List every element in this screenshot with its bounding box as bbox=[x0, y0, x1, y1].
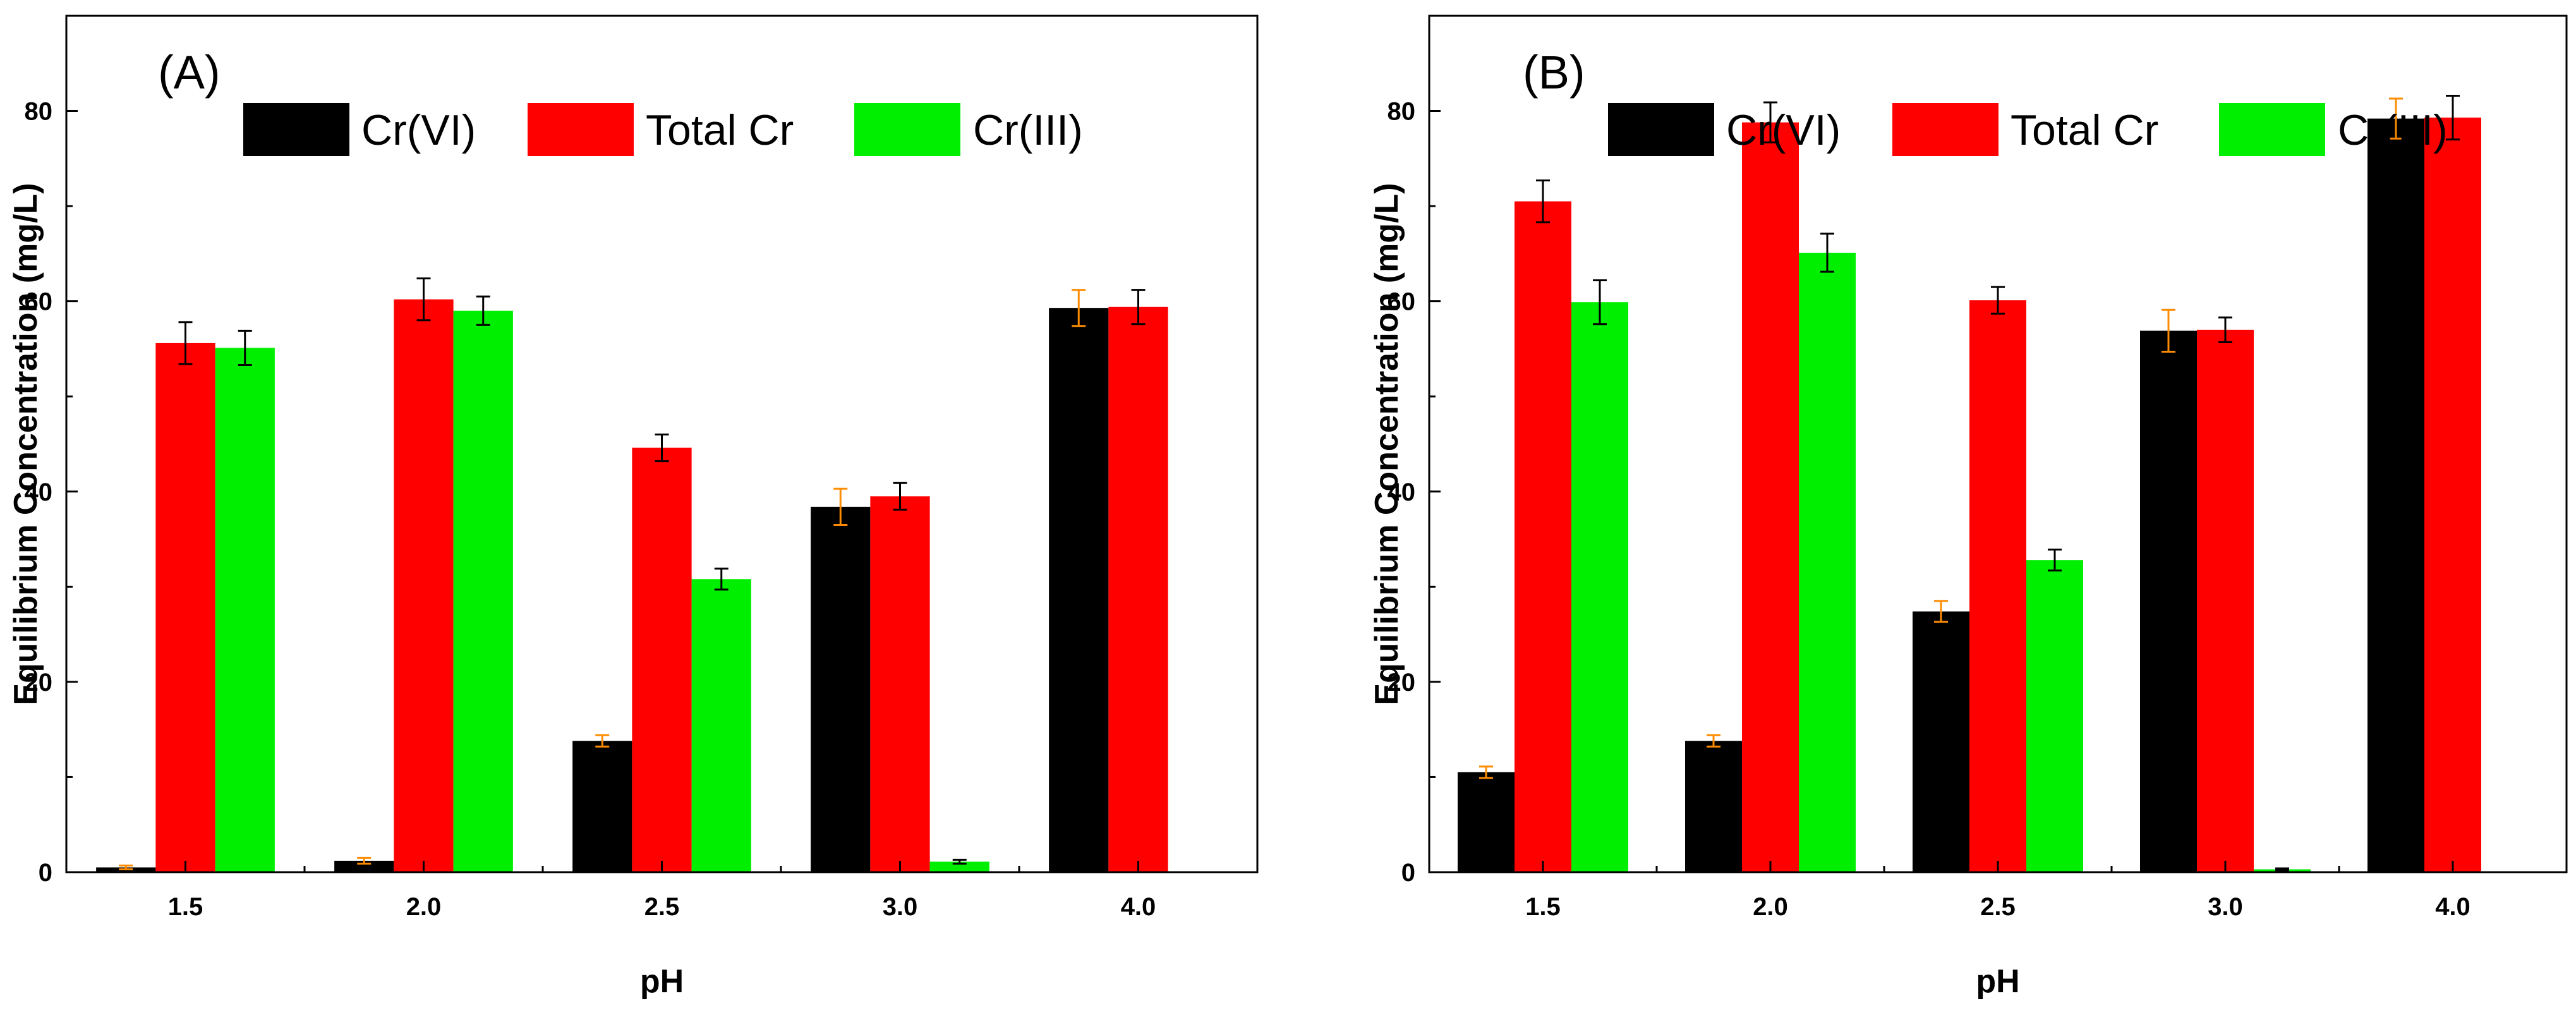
x-axis-title: pH bbox=[1976, 963, 2019, 1000]
error-bar-cr-iii--2.5 bbox=[2048, 549, 2062, 572]
error-bar-total-cr-3.0 bbox=[2218, 316, 2232, 343]
error-bar-cr-iii--1.5 bbox=[238, 329, 252, 367]
legend-swatch bbox=[2219, 103, 2325, 156]
bar-total-cr-1.5 bbox=[1515, 201, 1571, 872]
x-tick-label: 4.0 bbox=[2435, 893, 2470, 921]
error-bar-total-cr-2.0 bbox=[1763, 101, 1777, 143]
bar-total-cr-4.0 bbox=[2424, 118, 2481, 872]
bar-cr-iii--2.0 bbox=[453, 310, 513, 872]
x-tick-label: 4.0 bbox=[1121, 893, 1156, 921]
legend-swatch bbox=[1608, 103, 1714, 156]
error-bar-cr-vi--1.5 bbox=[119, 864, 133, 870]
error-bar-total-cr-4.0 bbox=[1131, 289, 1146, 325]
legend-label: Total Cr bbox=[646, 106, 794, 154]
error-bar-cr-iii--3.0 bbox=[2275, 867, 2289, 872]
panel-label: (B) bbox=[1523, 46, 1585, 99]
error-bar-total-cr-2.0 bbox=[416, 277, 431, 322]
y-axis-title: Equilibrium Concentration (mg/L) bbox=[8, 183, 44, 705]
legend-label: Cr(VI) bbox=[1726, 106, 1841, 154]
bar-total-cr-2.5 bbox=[1969, 300, 2026, 872]
error-bar-cr-vi--4.0 bbox=[2389, 97, 2403, 140]
error-bar-total-cr-1.5 bbox=[178, 321, 193, 365]
y-tick-label: 0 bbox=[39, 859, 52, 887]
bar-cr-vi--4.0 bbox=[1049, 308, 1109, 872]
bar-total-cr-3.0 bbox=[870, 496, 930, 872]
bar-total-cr-2.0 bbox=[394, 299, 454, 873]
chart-panel-b: 0 20 40 60 80 1.5 2.0 2.5 3.0 4.0 pH Equilibrium Co… bbox=[1369, 15, 2568, 1000]
error-bar-cr-vi--2.5 bbox=[595, 734, 610, 748]
bar-total-cr-1.5 bbox=[155, 343, 215, 872]
error-bar-total-cr-1.5 bbox=[1536, 179, 1550, 224]
x-tick-label: 3.0 bbox=[883, 893, 918, 921]
y-tick-label: 40 bbox=[1388, 478, 1416, 506]
error-bar-cr-vi--2.0 bbox=[1707, 734, 1720, 748]
y-tick-label: 80 bbox=[25, 98, 53, 126]
x-tick-label: 2.0 bbox=[406, 893, 442, 921]
x-tick-label: 2.5 bbox=[1980, 893, 2016, 921]
bar-cr-vi--2.5 bbox=[1913, 611, 1969, 872]
chart-panel-a: 0 20 40 60 80 1.5 2.0 2.5 3.0 4.0 pH Equilibrium Co… bbox=[8, 15, 1259, 1000]
bar-cr-vi--3.0 bbox=[2140, 331, 2197, 872]
bar-cr-vi--2.5 bbox=[572, 741, 632, 872]
x-tick-label: 1.5 bbox=[168, 893, 203, 921]
x-tick-label: 3.0 bbox=[2208, 893, 2243, 921]
bar-cr-vi--2.0 bbox=[1685, 741, 1742, 872]
legend-label: Cr(III) bbox=[973, 106, 1083, 154]
error-bar-cr-iii--2.0 bbox=[476, 295, 490, 326]
bar-cr-vi--3.0 bbox=[811, 506, 871, 872]
error-bar-cr-vi--3.0 bbox=[833, 487, 848, 526]
legend-swatch bbox=[243, 103, 349, 156]
panel-label: (A) bbox=[158, 46, 221, 99]
bar-cr-iii--2.5 bbox=[691, 579, 751, 872]
bar-cr-vi--4.0 bbox=[2367, 118, 2424, 873]
legend-swatch bbox=[528, 103, 634, 156]
bar-cr-iii--2.5 bbox=[2026, 560, 2083, 872]
error-bar-cr-vi--4.0 bbox=[1072, 289, 1086, 327]
error-bar-cr-iii--2.5 bbox=[714, 568, 729, 591]
bar-cr-iii--2.0 bbox=[1799, 252, 1856, 873]
error-bar-total-cr-3.0 bbox=[893, 482, 907, 511]
y-tick-label: 20 bbox=[25, 669, 53, 696]
error-bar-cr-vi--2.0 bbox=[357, 856, 372, 865]
legend-swatch bbox=[854, 103, 960, 156]
bar-cr-iii--1.5 bbox=[215, 348, 275, 872]
error-bar-cr-iii--3.0 bbox=[952, 858, 967, 865]
error-bar-cr-vi--2.5 bbox=[1934, 600, 1948, 623]
bar-cr-vi--1.5 bbox=[1458, 772, 1515, 872]
bar-cr-iii--3.0 bbox=[929, 861, 989, 872]
y-tick-label: 60 bbox=[1388, 288, 1416, 316]
bar-total-cr-3.0 bbox=[2197, 329, 2254, 872]
x-axis-title: pH bbox=[640, 963, 684, 1000]
y-tick-label: 20 bbox=[1388, 669, 1416, 696]
y-axis-title: Equilibrium Concentration (mg/L) bbox=[1369, 183, 1405, 705]
bar-cr-iii--1.5 bbox=[1571, 302, 1628, 872]
bar-total-cr-4.0 bbox=[1108, 307, 1168, 872]
legend-swatch bbox=[1892, 103, 1999, 156]
error-bar-total-cr-2.5 bbox=[655, 433, 669, 463]
y-tick-label: 60 bbox=[25, 288, 53, 316]
y-tick-label: 0 bbox=[1401, 859, 1415, 887]
x-tick-label: 1.5 bbox=[1525, 893, 1561, 921]
error-bar-cr-vi--3.0 bbox=[2162, 308, 2175, 353]
error-bar-total-cr-4.0 bbox=[2446, 94, 2460, 141]
x-tick-label: 2.0 bbox=[1753, 893, 1788, 921]
bar-total-cr-2.0 bbox=[1742, 122, 1799, 873]
legend-label: Cr(III) bbox=[2338, 106, 2448, 154]
y-tick-label: 40 bbox=[25, 478, 53, 506]
error-bar-cr-iii--2.0 bbox=[1820, 233, 1834, 273]
error-bar-total-cr-2.5 bbox=[1991, 286, 2005, 315]
x-tick-label: 2.5 bbox=[644, 893, 680, 921]
bar-total-cr-2.5 bbox=[632, 447, 692, 872]
bar-cr-vi--2.0 bbox=[334, 860, 394, 872]
error-bar-cr-vi--1.5 bbox=[1479, 765, 1493, 779]
y-tick-label: 80 bbox=[1388, 98, 1416, 126]
legend-label: Cr(VI) bbox=[361, 106, 476, 154]
legend-label: Total Cr bbox=[2011, 106, 2158, 154]
error-bar-cr-iii--1.5 bbox=[1593, 279, 1607, 325]
